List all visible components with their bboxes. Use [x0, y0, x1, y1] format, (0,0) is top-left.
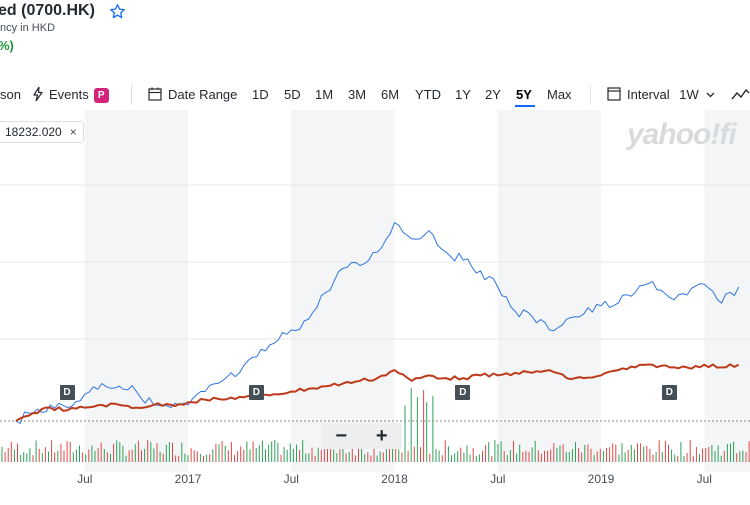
range-3m[interactable]: 3M — [348, 87, 367, 102]
page-title: ed (0700.HK) — [0, 2, 95, 19]
toolbar-divider — [131, 85, 132, 105]
volume-bars — [1, 387, 750, 462]
shaded-band — [704, 110, 750, 472]
x-tick-label: 2019 — [588, 472, 615, 486]
price-change: %) — [0, 38, 14, 53]
dividend-badge[interactable]: D — [59, 385, 75, 400]
zoom-in-button[interactable]: + — [375, 425, 388, 447]
dividend-badge[interactable]: D — [455, 385, 471, 400]
legend-close-icon[interactable]: × — [69, 125, 77, 139]
range-6m[interactable]: 6M — [381, 87, 400, 102]
currency-note: ncy in HKD — [0, 22, 56, 34]
x-tick-label: Jul — [697, 472, 712, 486]
legend-value: 18232.020 — [5, 125, 62, 139]
star-icon[interactable] — [109, 3, 126, 20]
date-range-label: Date Range — [168, 87, 238, 102]
x-tick-label: 2018 — [381, 472, 408, 486]
date-range-button[interactable]: Date Range — [148, 87, 237, 102]
range-1y[interactable]: 1Y — [455, 87, 471, 102]
range-5y[interactable]: 5Y — [516, 87, 532, 102]
chart-area[interactable]: Jul 2017 Jul 2018 Jul 2019 Jul — [0, 110, 750, 500]
dividend-badge[interactable]: D — [661, 385, 677, 400]
selected-range-indicator — [515, 105, 535, 107]
toolbar-divider — [590, 85, 591, 105]
candlestick-icon — [607, 87, 621, 101]
interval-value: 1W — [679, 87, 699, 102]
x-tick-label: Jul — [284, 472, 299, 486]
series-line-primary — [15, 222, 740, 424]
shaded-band — [84, 110, 188, 472]
premium-badge: P — [93, 88, 109, 103]
interval-label: Interval — [627, 87, 670, 102]
line-chart-icon[interactable] — [731, 89, 750, 101]
comparison-legend: 18232.020 × — [0, 121, 84, 143]
zoom-out-button[interactable]: − — [335, 425, 348, 447]
x-tick-label: Jul — [490, 472, 505, 486]
dividend-badge[interactable]: D — [248, 385, 264, 400]
time-bands — [84, 110, 750, 472]
x-axis-labels: Jul 2017 Jul 2018 Jul 2019 Jul — [77, 472, 712, 486]
events-label: Events — [49, 87, 89, 102]
shaded-band — [497, 110, 601, 472]
events-button[interactable]: Events P — [33, 86, 109, 103]
range-5d[interactable]: 5D — [284, 87, 301, 102]
shaded-band — [291, 110, 395, 472]
zoom-controls: − + — [321, 423, 402, 449]
range-2y[interactable]: 2Y — [485, 87, 501, 102]
comparison-button[interactable]: son — [0, 87, 21, 102]
range-ytd[interactable]: YTD — [415, 87, 441, 102]
calendar-icon — [148, 87, 162, 101]
range-1m[interactable]: 1M — [315, 87, 334, 102]
x-tick-label: Jul — [77, 472, 92, 486]
interval-selector[interactable]: Interval 1W — [607, 87, 715, 102]
yahoo-watermark: yahoo!fi — [627, 118, 737, 151]
title-row: ed (0700.HK) — [0, 0, 126, 22]
series-line-comparison — [15, 363, 740, 422]
range-max[interactable]: Max — [547, 87, 572, 102]
price-chart[interactable]: Jul 2017 Jul 2018 Jul 2019 Jul — [0, 110, 750, 500]
x-tick-label: 2017 — [175, 472, 202, 486]
chart-toolbar: son Events P Date Range 1D 5D 1M 3M 6M YT… — [0, 83, 750, 109]
range-1d[interactable]: 1D — [252, 87, 269, 102]
lightning-icon — [33, 86, 43, 102]
series-lines — [15, 222, 740, 424]
chevron-down-icon — [706, 92, 715, 98]
horizontal-grid — [0, 184, 750, 340]
